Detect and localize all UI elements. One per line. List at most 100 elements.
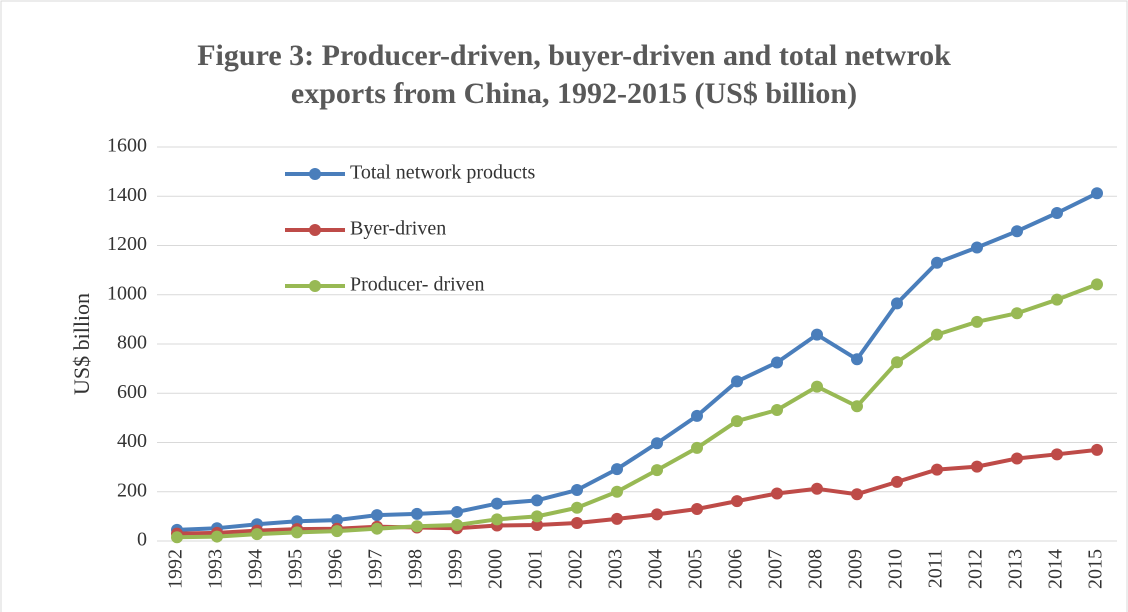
data-point (971, 460, 983, 473)
data-point (571, 501, 583, 514)
data-point (1051, 448, 1063, 461)
x-tick-label: 2010 (885, 549, 907, 589)
data-point (331, 525, 343, 538)
x-tick-label: 1993 (205, 549, 227, 589)
data-point (571, 484, 583, 497)
data-point (571, 517, 583, 530)
data-point (891, 356, 903, 369)
data-point (891, 475, 903, 488)
data-point (651, 437, 663, 450)
data-point (171, 531, 183, 544)
data-point (811, 482, 823, 495)
data-point (691, 409, 703, 422)
data-point (611, 463, 623, 476)
x-tick-label: 2015 (1085, 549, 1107, 589)
data-point (851, 353, 863, 366)
data-point (691, 502, 703, 515)
data-point (811, 328, 823, 341)
data-point (891, 297, 903, 310)
data-point (691, 441, 703, 454)
data-point (731, 495, 743, 508)
x-tick-label: 2011 (925, 549, 947, 588)
legend-label: Byer-driven (350, 218, 446, 240)
data-point (451, 505, 463, 518)
y-tick-label: 400 (117, 430, 147, 452)
data-point (611, 512, 623, 525)
x-tick-label: 2003 (605, 549, 627, 589)
y-tick-label: 1600 (107, 135, 147, 157)
data-point (811, 380, 823, 393)
legend-marker (309, 280, 321, 292)
legend-label: Producer- driven (350, 274, 485, 296)
data-point (931, 463, 943, 476)
data-point (931, 328, 943, 341)
data-point (1091, 443, 1103, 456)
data-point (731, 415, 743, 428)
x-tick-label: 1999 (445, 549, 467, 589)
x-tick-label: 2002 (565, 549, 587, 589)
data-point (371, 509, 383, 522)
legend-marker (309, 168, 321, 180)
series-line (176, 282, 1098, 540)
legend-marker (309, 224, 321, 236)
data-point (851, 400, 863, 413)
y-tick-label: 600 (117, 381, 147, 403)
data-point (251, 528, 263, 541)
data-point (971, 315, 983, 328)
legend-label: Total network products (350, 162, 535, 184)
x-tick-label: 2005 (685, 549, 707, 589)
data-point (651, 508, 663, 521)
y-tick-label: 200 (117, 479, 147, 501)
x-tick-label: 2004 (645, 549, 667, 589)
x-tick-label: 2000 (485, 549, 507, 589)
y-tick-label: 800 (117, 332, 147, 354)
data-point (611, 485, 623, 498)
data-point (651, 464, 663, 477)
y-tick-label: 1200 (107, 233, 147, 255)
data-point (371, 522, 383, 535)
x-tick-label: 2007 (765, 549, 787, 589)
data-point (491, 497, 503, 510)
chart-title: Figure 3: Producer-driven, buyer-driven … (197, 39, 951, 72)
x-tick-label: 2009 (845, 549, 867, 589)
data-point (531, 518, 543, 531)
data-point (491, 513, 503, 526)
x-tick-label: 1997 (365, 549, 387, 589)
data-point (531, 494, 543, 507)
y-axis-label: US$ billion (69, 293, 94, 395)
series-line (176, 191, 1098, 532)
data-point (1051, 293, 1063, 306)
data-point (851, 488, 863, 501)
data-point (1011, 307, 1023, 320)
data-point (1011, 225, 1023, 238)
data-point (731, 375, 743, 388)
data-point (411, 507, 423, 520)
data-point (1051, 206, 1063, 219)
x-tick-label: 2006 (725, 549, 747, 589)
data-point (771, 356, 783, 369)
data-point (291, 526, 303, 539)
x-tick-label: 2012 (965, 549, 987, 589)
data-point (411, 520, 423, 533)
data-point (771, 487, 783, 500)
y-tick-label: 0 (137, 529, 147, 551)
x-tick-label: 2008 (805, 549, 827, 589)
data-point (331, 514, 343, 527)
y-tick-label: 1400 (107, 184, 147, 206)
x-tick-label: 2013 (1005, 549, 1027, 589)
x-tick-label: 1995 (285, 549, 307, 589)
x-tick-label: 1992 (165, 549, 187, 589)
x-tick-label: 2014 (1045, 549, 1067, 589)
series-line (176, 447, 1098, 536)
x-tick-label: 1996 (325, 549, 347, 589)
data-point (971, 241, 983, 254)
data-point (1091, 278, 1103, 291)
data-point (1091, 187, 1103, 200)
x-tick-label: 2001 (525, 549, 547, 589)
x-tick-label: 1994 (245, 549, 267, 589)
y-tick-label: 1000 (107, 282, 147, 304)
data-point (1011, 452, 1023, 465)
data-point (931, 256, 943, 269)
data-point (531, 510, 543, 523)
